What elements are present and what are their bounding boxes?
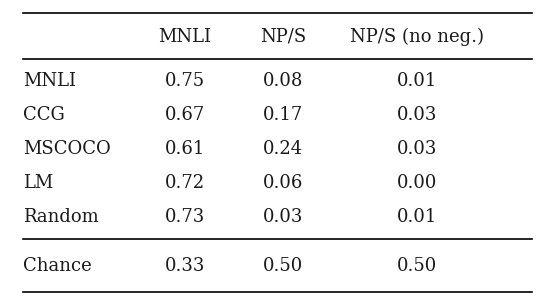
Text: 0.17: 0.17 bbox=[263, 106, 304, 124]
Text: MNLI: MNLI bbox=[23, 72, 76, 90]
Text: LM: LM bbox=[23, 174, 53, 192]
Text: 0.75: 0.75 bbox=[164, 72, 205, 90]
Text: 0.03: 0.03 bbox=[263, 208, 304, 226]
Text: 0.33: 0.33 bbox=[164, 257, 205, 275]
Text: 0.50: 0.50 bbox=[397, 257, 437, 275]
Text: 0.03: 0.03 bbox=[397, 106, 437, 124]
Text: CCG: CCG bbox=[23, 106, 65, 124]
Text: Chance: Chance bbox=[23, 257, 92, 275]
Text: MSCOCO: MSCOCO bbox=[23, 140, 111, 158]
Text: 0.61: 0.61 bbox=[164, 140, 205, 158]
Text: NP/S: NP/S bbox=[260, 28, 306, 46]
Text: 0.01: 0.01 bbox=[397, 208, 437, 226]
Text: 0.67: 0.67 bbox=[164, 106, 205, 124]
Text: 0.50: 0.50 bbox=[263, 257, 304, 275]
Text: 0.08: 0.08 bbox=[263, 72, 304, 90]
Text: 0.01: 0.01 bbox=[397, 72, 437, 90]
Text: 0.73: 0.73 bbox=[164, 208, 205, 226]
Text: 0.00: 0.00 bbox=[397, 174, 437, 192]
Text: MNLI: MNLI bbox=[158, 28, 211, 46]
Text: 0.24: 0.24 bbox=[263, 140, 303, 158]
Text: NP/S (no neg.): NP/S (no neg.) bbox=[350, 28, 485, 46]
Text: Random: Random bbox=[23, 208, 99, 226]
Text: 0.72: 0.72 bbox=[164, 174, 205, 192]
Text: 0.06: 0.06 bbox=[263, 174, 304, 192]
Text: 0.03: 0.03 bbox=[397, 140, 437, 158]
